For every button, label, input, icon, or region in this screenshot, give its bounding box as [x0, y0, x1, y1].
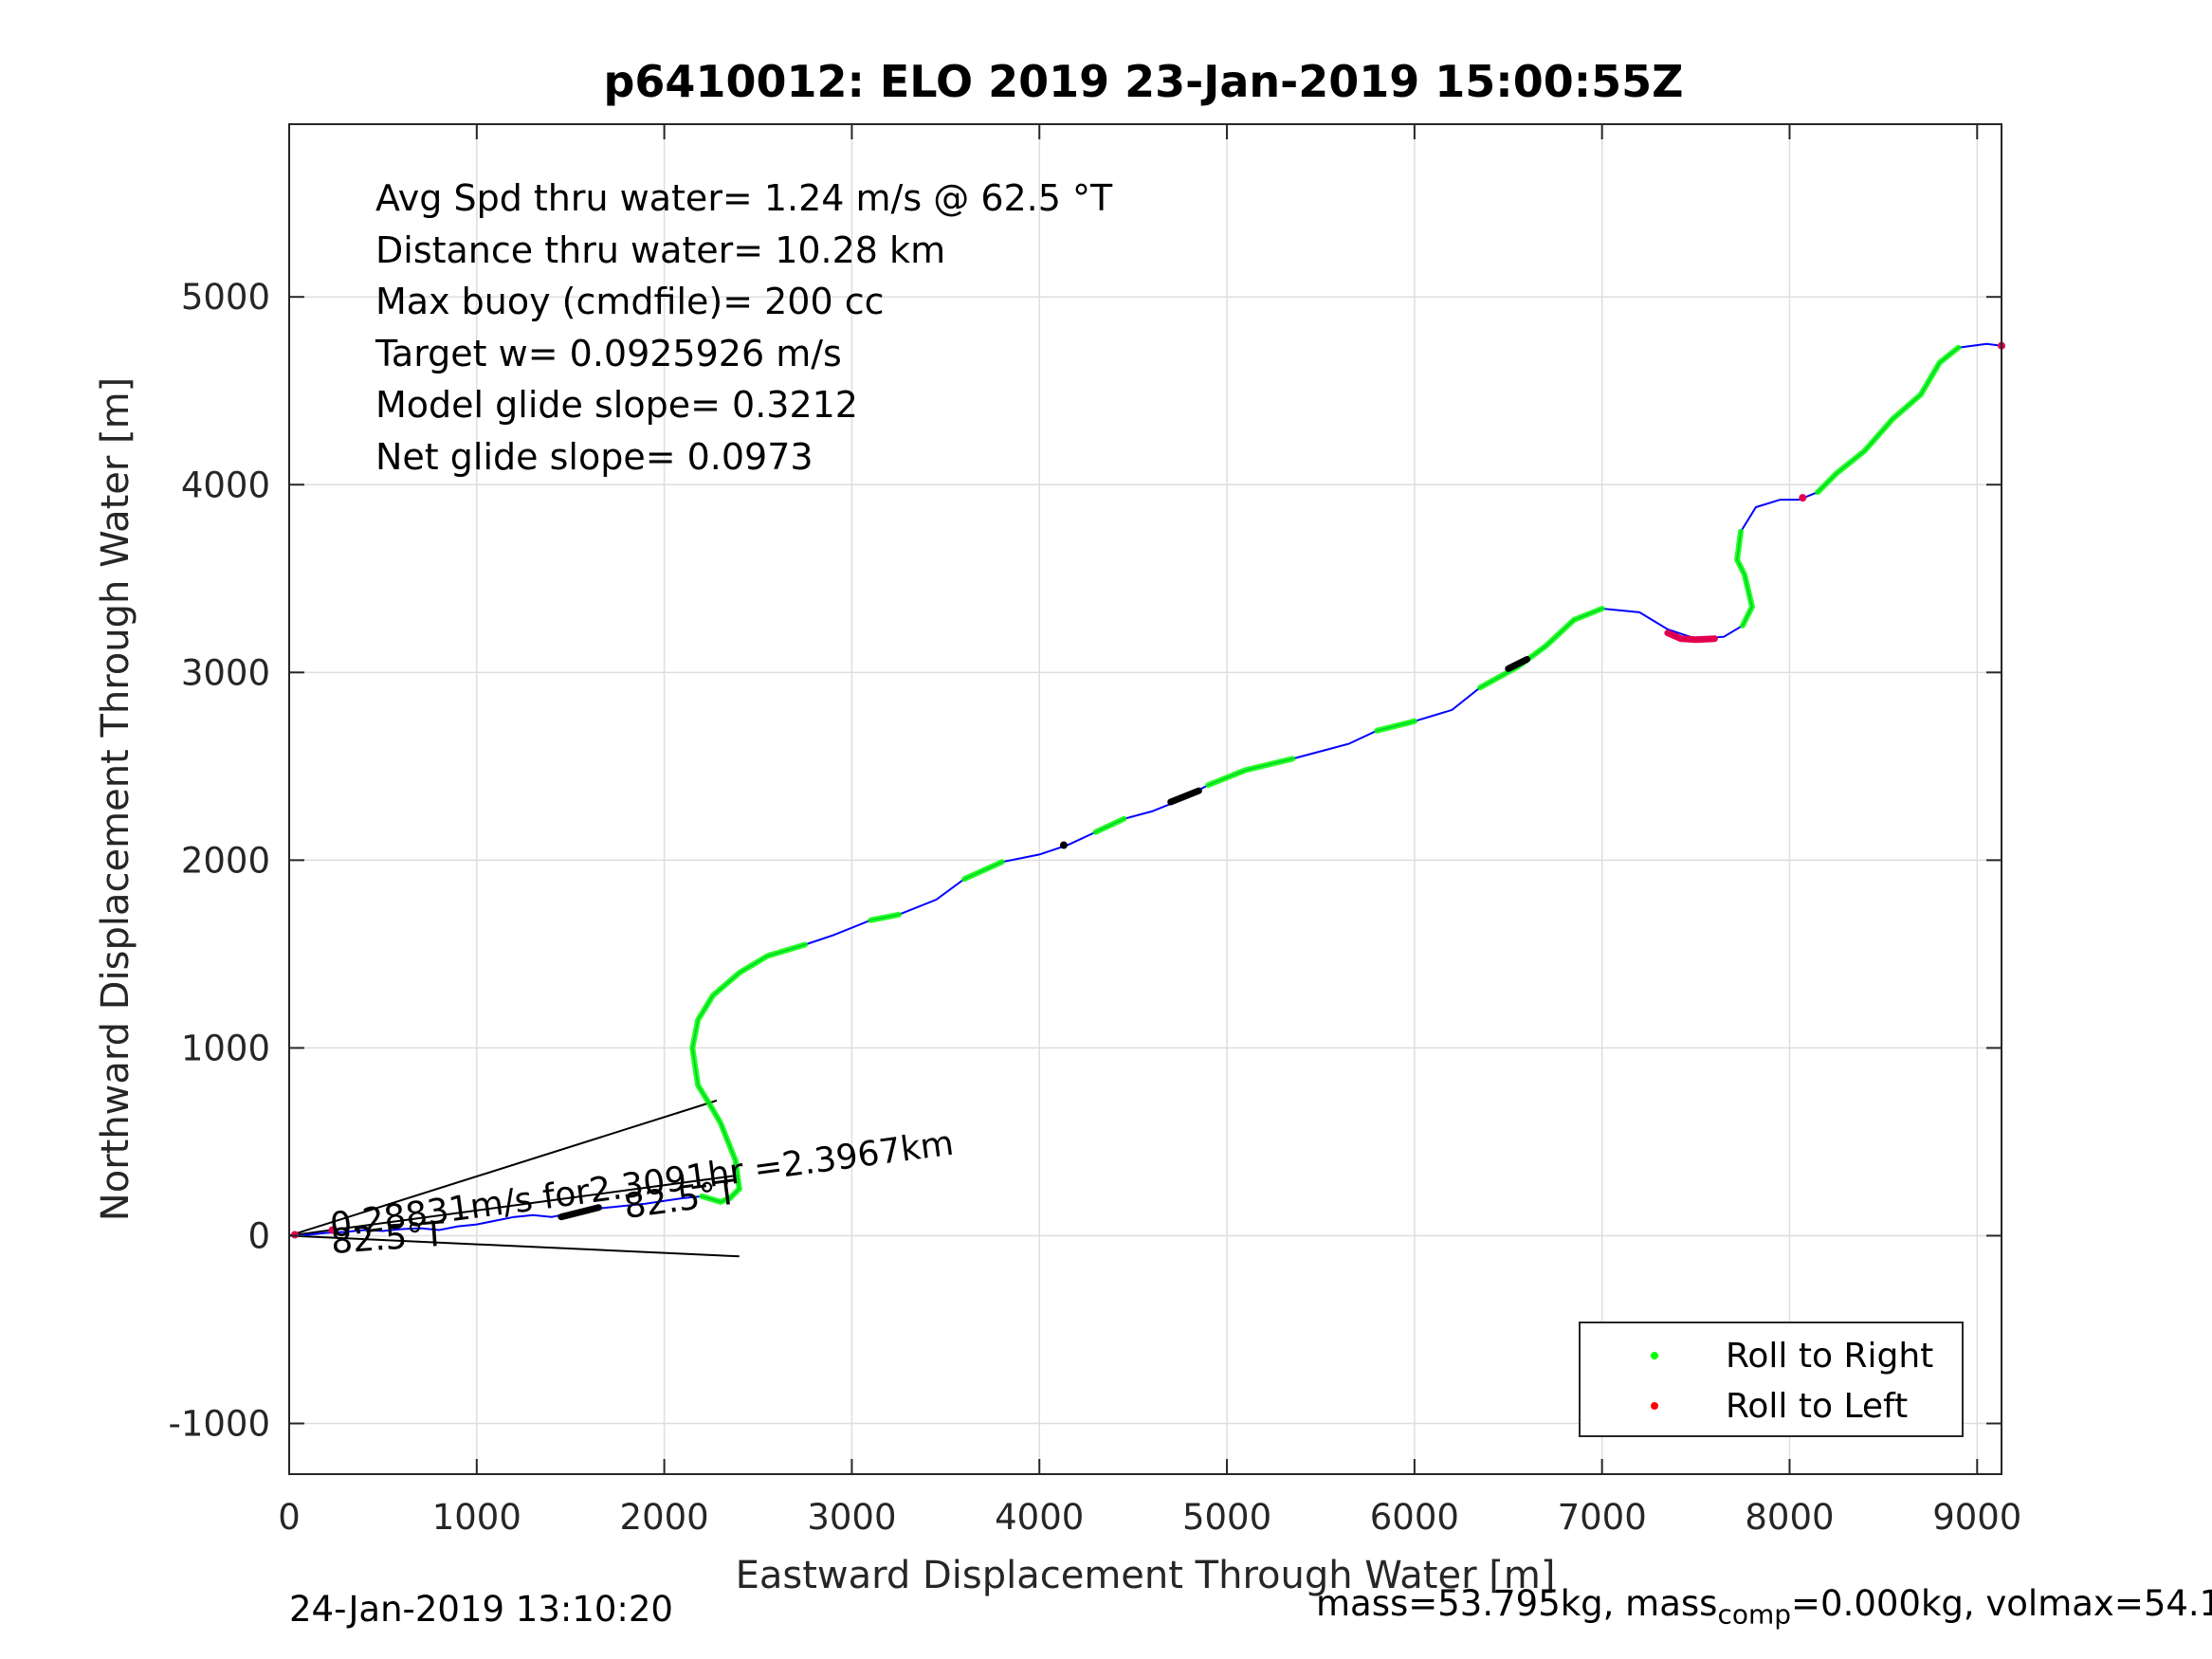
roll-right-segment [1477, 606, 1605, 691]
footer-mass-subscript: comp [1717, 1598, 1792, 1631]
axes-frame [288, 123, 2002, 1475]
x-tick-label: 0 [278, 1497, 301, 1538]
surface-vector-line [288, 1175, 736, 1237]
legend-marker-roll-right [1651, 1352, 1658, 1359]
footer-mass-prefix: mass=53.795kg, mass [1316, 1583, 1718, 1624]
y-tick-label: 0 [247, 1215, 270, 1256]
heading-annotation-2: 82.5°T [330, 1215, 448, 1262]
ticks: 0 1000 2000 3000 4000 5000 6000 7000 8000 9000 -10… [168, 124, 2021, 1538]
roll-left-segment [1664, 629, 1718, 644]
stats-net-glide: Net glide slope= 0.0973 [375, 436, 814, 478]
x-tick-label: 4000 [995, 1497, 1084, 1538]
x-tick-label: 9000 [1932, 1497, 2021, 1538]
footer-mass-suffix: =0.000kg, volmax=54.168 [1791, 1583, 2212, 1624]
chart-title: p6410012: ELO 2019 23-Jan-2019 15:00:55Z [604, 56, 1684, 107]
footer-timestamp: 24-Jan-2019 13:10:20 [289, 1589, 673, 1630]
legend-label-roll-right: Roll to Right [1726, 1337, 1933, 1376]
roll-left-point [1799, 494, 1807, 502]
x-tick-label: 2000 [620, 1497, 709, 1538]
black-segment [558, 1204, 602, 1221]
x-axis-label: Eastward Displacement Through Water [m] [736, 1554, 1556, 1597]
roll-right-segment [1092, 815, 1127, 835]
legend: Roll to Right Roll to Left [1579, 1322, 1964, 1437]
stats-avg-speed: Avg Spd thru water= 1.24 m/s @ 62.5 °T [375, 177, 1113, 219]
roll-right-segment [1815, 344, 1962, 496]
roll-left-point [328, 1226, 337, 1234]
y-tick-label: 1000 [181, 1028, 270, 1068]
x-tick-label: 8000 [1745, 1497, 1834, 1538]
stats-distance: Distance thru water= 10.28 km [375, 229, 945, 271]
x-tick-label: 7000 [1558, 1497, 1647, 1538]
roll-right-segment [868, 911, 902, 923]
x-tick-label: 3000 [807, 1497, 896, 1538]
roll-right-segment [1205, 756, 1296, 789]
black-segment [1505, 655, 1531, 672]
roll-right-segment [1374, 718, 1417, 734]
x-tick-label: 6000 [1370, 1497, 1459, 1538]
black-segment [1167, 787, 1202, 806]
black-point [1059, 841, 1068, 849]
y-tick-label: 2000 [181, 840, 270, 881]
y-tick-label: 3000 [181, 652, 270, 693]
y-axis-label: Northward Displacement Through Water [m] [94, 377, 137, 1221]
legend-marker-roll-left [1651, 1402, 1658, 1410]
roll-right-segment [1734, 528, 1756, 629]
stats-max-buoy: Max buoy (cmdfile)= 200 cc [375, 281, 885, 322]
y-tick-label: -1000 [168, 1404, 270, 1445]
stats-box: Avg Spd thru water= 1.24 m/s @ 62.5 °T D… [375, 177, 1113, 478]
roll-right-segment [961, 859, 1005, 883]
x-tick-label: 5000 [1182, 1497, 1271, 1538]
legend-box [1579, 1322, 1964, 1437]
roll-right-segment [689, 941, 808, 1205]
surface-vector-line [288, 1099, 718, 1237]
stats-model-glide: Model glide slope= 0.3212 [375, 384, 858, 426]
y-tick-label: 5000 [181, 277, 270, 318]
legend-label-roll-left: Roll to Left [1726, 1387, 1908, 1426]
footer-mass-info: mass=53.795kg, masscomp=0.000kg, volmax=… [1316, 1583, 2212, 1630]
stats-target-w: Target w= 0.0925926 m/s [375, 333, 842, 374]
surface-vector-line [288, 1234, 740, 1258]
y-tick-label: 4000 [181, 465, 270, 505]
plot-content [288, 341, 2005, 1258]
x-tick-label: 1000 [432, 1497, 521, 1538]
